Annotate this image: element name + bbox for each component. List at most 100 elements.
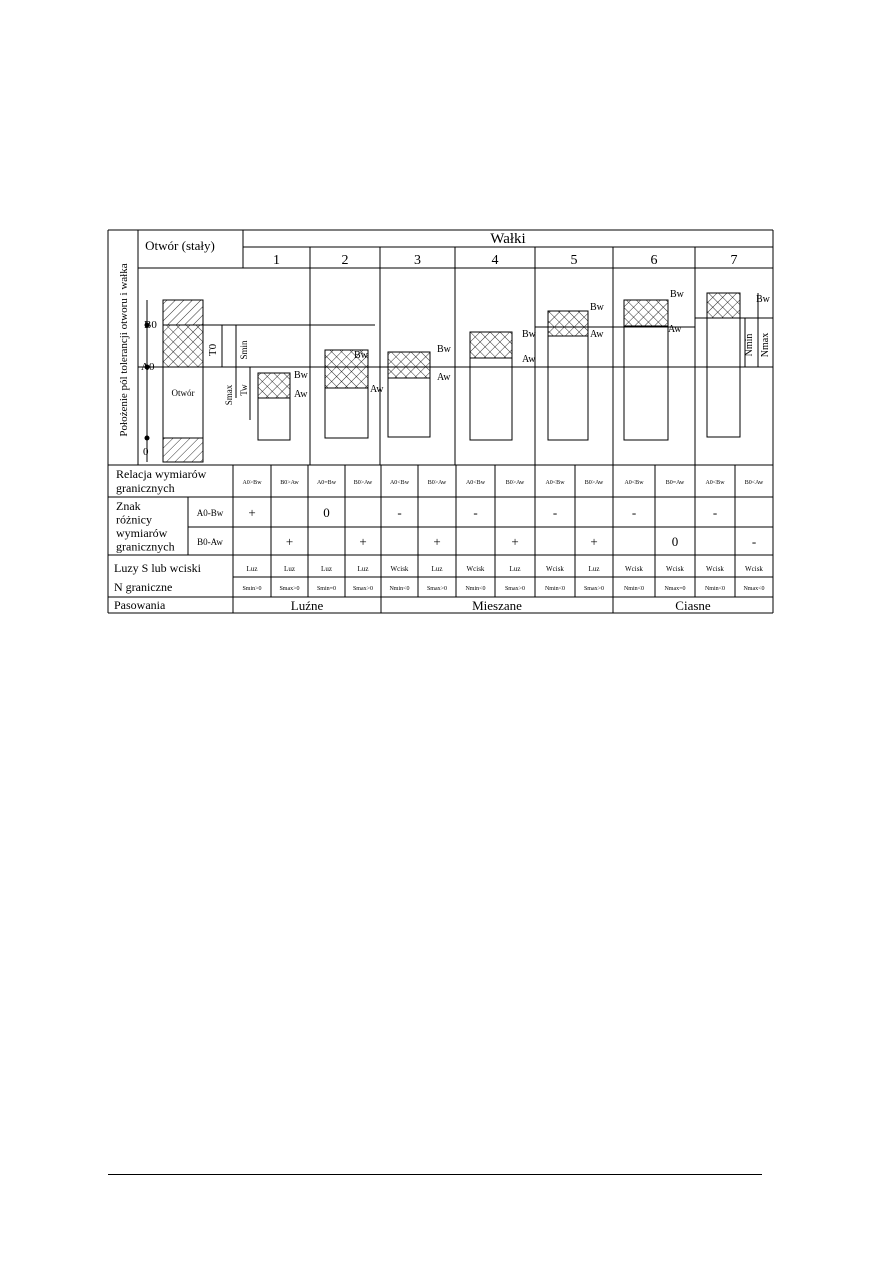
label-hole: Otwór xyxy=(172,388,195,398)
footer-divider xyxy=(108,1174,762,1175)
shaft-4-body xyxy=(469,358,513,441)
relation-value: A0<Bw xyxy=(624,480,644,486)
label-tw: Tw xyxy=(239,384,249,396)
relation-value: B0>Aw xyxy=(280,480,299,486)
clearance-type: Luz xyxy=(247,565,258,573)
label-smax: Smax xyxy=(224,384,234,405)
label-aw: Aw xyxy=(370,384,384,395)
clearance-value: Smax>0 xyxy=(279,586,299,592)
tolerance-diagram xyxy=(138,292,773,463)
shaft-number: 2 xyxy=(342,253,349,268)
shaft-number: 4 xyxy=(492,253,499,268)
shaft-1-tolerance-zone xyxy=(257,372,291,399)
sign-label: Znak xyxy=(116,499,141,513)
relation-value: A0>Bw xyxy=(242,480,262,486)
clearance-value: Nmin<0 xyxy=(389,586,409,592)
clearance-value: Nmin<0 xyxy=(545,586,565,592)
fit-interference: Ciasne xyxy=(675,598,711,613)
label-bw: Bw xyxy=(522,329,537,340)
clearance-type: Luz xyxy=(284,565,295,573)
hole-hatch-bottom xyxy=(162,437,204,463)
label-nmin: Nmin xyxy=(744,334,755,357)
relation-value: B0>Aw xyxy=(354,480,373,486)
shaft-7-tolerance-zone xyxy=(706,292,741,319)
shaft-3-tolerance-zone xyxy=(387,351,431,379)
clearance-value: Smin=0 xyxy=(317,586,336,592)
shaft-3-body xyxy=(387,378,431,438)
relation-value: B0=Aw xyxy=(666,480,685,486)
shaft-6-tolerance-zone xyxy=(623,299,669,327)
label-aw: Aw xyxy=(294,389,308,400)
hole-body xyxy=(162,366,204,439)
sign-label: wymiarów xyxy=(116,526,168,540)
relation-label: granicznych xyxy=(116,481,175,495)
clearance-type: Luz xyxy=(321,565,332,573)
clearance-type: Wcisk xyxy=(625,565,643,573)
shaft-number: 7 xyxy=(731,253,738,268)
shaft-number: 5 xyxy=(571,253,578,268)
hole-hatch-top xyxy=(162,299,204,326)
shaft-2-body xyxy=(324,388,369,439)
sign-value: + xyxy=(286,534,293,549)
shaft-1-body xyxy=(257,398,291,441)
relation-value: B0>Aw xyxy=(585,480,604,486)
clearance-value: Smin>0 xyxy=(242,586,261,592)
shafts-header: Wałki xyxy=(490,231,525,247)
sign-row2-label: B0-Aw xyxy=(197,537,223,547)
relation-value: A0=Bw xyxy=(317,480,337,486)
label-aw: Aw xyxy=(590,329,604,340)
relation-value: B0<Aw xyxy=(745,480,764,486)
clearance-type: Luz xyxy=(510,565,521,573)
hole-header: Otwór (stały) xyxy=(145,238,215,253)
sign-value: + xyxy=(511,534,518,549)
shaft-5-body xyxy=(547,336,589,441)
label-nmax: Nmax xyxy=(760,333,771,357)
sign-label: różnicy xyxy=(116,513,152,527)
label-aw: Aw xyxy=(437,372,451,383)
shaft-2-tolerance-zone xyxy=(324,349,369,389)
clearance-value: Nmax<0 xyxy=(743,586,764,592)
sign-value: + xyxy=(359,534,366,549)
label-aw: Aw xyxy=(522,354,536,365)
shaft-number: 6 xyxy=(651,253,658,268)
clearance-value: Nmin<0 xyxy=(624,586,644,592)
sign-value: - xyxy=(553,505,557,520)
clearance-type: Wcisk xyxy=(467,565,485,573)
label-a0: A0 xyxy=(141,361,155,373)
sign-row1-label: A0-Bw xyxy=(197,508,224,518)
sign-value: - xyxy=(397,505,401,520)
clearance-type: Wcisk xyxy=(546,565,564,573)
clearance-value: Nmin<0 xyxy=(465,586,485,592)
shaft-6-body xyxy=(623,326,669,441)
relation-value: A0<Bw xyxy=(390,480,410,486)
dimension-point xyxy=(144,435,150,441)
shaft-7-body xyxy=(706,318,741,438)
sign-value: 0 xyxy=(672,534,679,549)
clearance-type: Wcisk xyxy=(706,565,724,573)
hole-tolerance-zone xyxy=(162,324,204,368)
shaft-number: 1 xyxy=(273,253,280,268)
sign-value: + xyxy=(433,534,440,549)
relation-value: B0>Aw xyxy=(428,480,447,486)
label-smin: Smin xyxy=(239,340,249,360)
label-bw: Bw xyxy=(670,289,685,300)
clearance-value: Smax>0 xyxy=(505,586,525,592)
label-zero: 0 xyxy=(143,446,149,458)
sign-value: + xyxy=(248,505,255,520)
clearance-label: Luzy S lub wciski xyxy=(114,561,202,575)
clearance-type: Wcisk xyxy=(745,565,763,573)
relation-label: Relacja wymiarów xyxy=(116,467,207,481)
label-bw: Bw xyxy=(756,294,771,305)
clearance-type: Luz xyxy=(358,565,369,573)
clearance-type: Wcisk xyxy=(391,565,409,573)
table-grid xyxy=(107,229,774,614)
label-aw: Aw xyxy=(668,324,682,335)
label-t0: T0 xyxy=(207,343,219,356)
clearance-value: Smax>0 xyxy=(584,586,604,592)
clearance-value: Smax>0 xyxy=(427,586,447,592)
sign-value: - xyxy=(473,505,477,520)
clearance-label: N graniczne xyxy=(114,580,172,594)
clearance-value: Smax>0 xyxy=(353,586,373,592)
sign-value: - xyxy=(632,505,636,520)
